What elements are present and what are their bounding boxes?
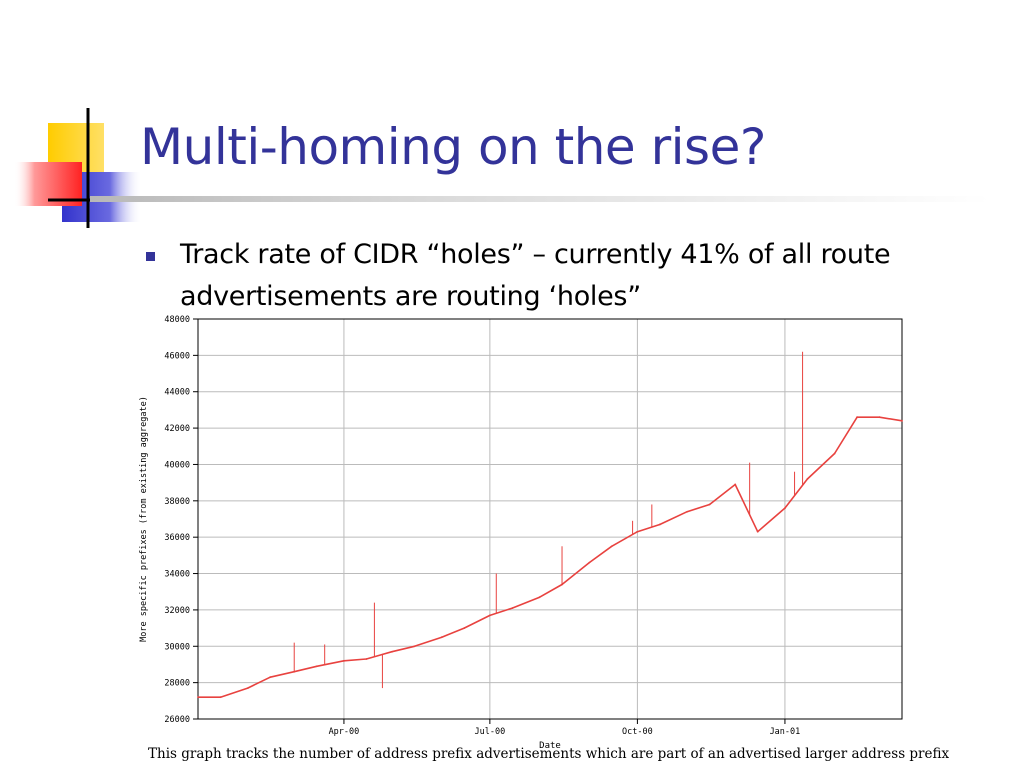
data-point [538,596,541,599]
data-point [610,545,613,548]
data-point [315,665,318,668]
y-axis-ticks: 26000 28000 30000 32000 34000 36000 38000 40000… [164,315,198,725]
y-tick-label: 48000 [164,315,190,325]
data-point [901,419,903,422]
y-tick-label: 42000 [164,424,190,434]
data-point [463,627,466,629]
data-point [784,507,786,509]
y-tick-label: 30000 [164,642,190,652]
y-tick-label: 28000 [164,679,190,689]
data-point [365,658,368,660]
x-axis-label: Date [539,741,561,751]
data-point [756,530,759,533]
x-axis-ticks: Apr-00 Jul-00 Oct-00 Jan-01 [329,719,801,737]
series-line [198,416,903,699]
title-underline [90,196,990,202]
series-layer [197,351,903,699]
y-tick-label: 34000 [164,570,190,580]
data-point [343,659,345,662]
data-point [878,416,881,419]
bullet-marker [146,252,155,261]
data-point [833,452,836,455]
y-tick-label: 38000 [164,497,190,507]
data-point [219,696,222,699]
y-tick-label: 32000 [164,606,190,616]
data-point [636,530,639,533]
chart-grid [198,318,902,720]
y-tick-label: 44000 [164,388,190,398]
slide-title: Multi-homing on the rise? [140,118,766,176]
x-tick-label: Apr-00 [329,727,360,737]
data-point [734,483,737,486]
data-point [246,687,249,689]
prefix-chart: 26000 28000 30000 32000 34000 36000 38000 40000… [139,315,903,751]
data-point [413,645,416,648]
plot-frame [197,318,903,720]
y-tick-label: 36000 [164,533,190,543]
data-point [658,523,661,526]
x-tick-label: Jul-00 [475,727,506,737]
data-point [197,696,199,699]
data-point [391,650,393,653]
bullet-text: Track rate of CIDR “holes” – currently 4… [180,239,891,312]
y-tick-label: 46000 [164,351,190,361]
y-tick-label: 26000 [164,715,190,725]
corner-decoration [14,108,142,228]
data-point [511,607,514,609]
y-tick-label: 40000 [164,460,190,470]
data-point [806,478,809,480]
x-tick-label: Oct-00 [622,727,653,737]
data-point [856,416,858,419]
data-point [488,614,491,617]
data-point [269,676,272,679]
data-point [686,510,689,513]
data-point [708,503,711,506]
chart-caption: This graph tracks the number of address … [148,746,950,762]
x-tick-label: Jan-01 [770,727,801,737]
data-point [588,561,591,564]
y-axis-label: More specific prefixes (from existing ag… [139,396,149,642]
data-point [440,636,443,639]
